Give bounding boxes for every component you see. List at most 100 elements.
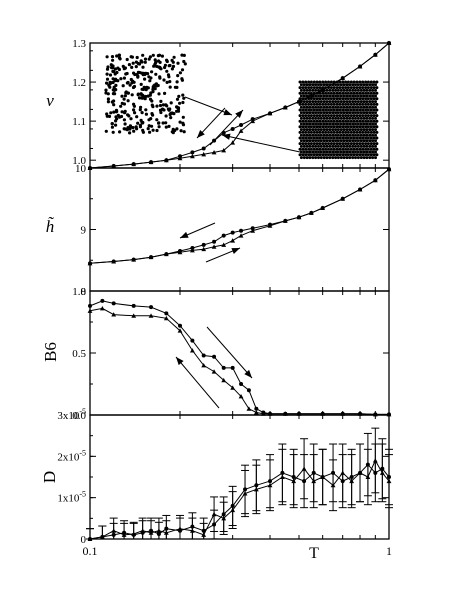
particle <box>358 114 362 118</box>
particle <box>366 136 370 140</box>
particle <box>361 102 365 106</box>
particle <box>117 56 122 60</box>
particle <box>374 156 377 160</box>
arrowhead <box>244 369 252 378</box>
particle <box>309 102 313 106</box>
marker-triangle <box>211 369 217 374</box>
marker-triangle <box>230 238 236 243</box>
inset-ordered-snapshot <box>298 80 379 160</box>
marker-triangle <box>320 474 326 479</box>
particle <box>317 116 320 120</box>
particle <box>352 108 356 112</box>
particle <box>130 65 134 69</box>
particle <box>364 86 368 90</box>
particle <box>368 111 372 115</box>
particle <box>338 136 342 140</box>
particle <box>168 80 172 84</box>
marker-circle <box>373 470 378 475</box>
particle <box>114 77 118 81</box>
particle <box>372 119 376 123</box>
particle <box>311 156 315 160</box>
cooling-arrow-b6 <box>175 356 220 409</box>
particle <box>312 130 316 134</box>
particle <box>331 111 335 115</box>
particle <box>302 128 306 132</box>
particle <box>336 100 340 104</box>
particle <box>352 97 356 101</box>
particle <box>372 80 376 84</box>
particle <box>368 83 372 87</box>
marker-triangle <box>386 40 392 45</box>
particle <box>355 125 359 129</box>
particle <box>126 80 130 85</box>
particle <box>371 100 375 104</box>
particle <box>336 139 340 143</box>
particle <box>372 97 376 101</box>
particle <box>346 147 350 151</box>
particle <box>327 136 330 140</box>
particle <box>364 119 368 123</box>
particle <box>123 94 127 98</box>
particle <box>336 105 340 109</box>
particle <box>304 142 308 146</box>
particle <box>359 133 363 137</box>
particle <box>362 150 366 154</box>
marker-triangle <box>308 93 314 98</box>
particle <box>332 153 336 157</box>
particle <box>336 116 340 120</box>
particle <box>298 86 302 90</box>
particle <box>342 100 346 104</box>
particle <box>322 122 326 126</box>
particle <box>362 100 366 104</box>
particle <box>366 119 370 123</box>
particle <box>366 114 370 118</box>
particle <box>121 64 125 68</box>
particle <box>336 83 340 87</box>
particle <box>361 130 365 134</box>
marker-triangle <box>131 257 137 262</box>
marker-circle <box>239 123 244 128</box>
particle <box>109 63 113 67</box>
particle <box>366 80 370 84</box>
particle <box>339 144 343 148</box>
particle <box>318 153 322 157</box>
particle <box>137 62 142 66</box>
marker-triangle <box>99 534 105 539</box>
marker-triangle <box>238 128 244 133</box>
particle <box>362 156 366 160</box>
particle <box>346 114 350 118</box>
particle <box>302 122 306 126</box>
particle <box>361 91 365 95</box>
particle <box>153 58 157 62</box>
particle <box>341 142 345 146</box>
particle <box>366 102 370 106</box>
particle <box>334 88 338 92</box>
particle <box>123 122 127 126</box>
xlabel-t: T <box>309 545 319 562</box>
particle <box>115 54 119 58</box>
particle <box>302 156 306 160</box>
particle <box>325 122 329 126</box>
particle <box>308 150 312 154</box>
particle <box>319 116 323 120</box>
particle <box>308 133 312 137</box>
particle <box>341 86 345 90</box>
particle <box>312 142 316 146</box>
particle <box>342 156 346 160</box>
particle <box>329 142 333 146</box>
particle <box>344 114 348 118</box>
particle <box>158 103 163 108</box>
marker-circle <box>164 311 169 316</box>
particle <box>348 139 352 143</box>
marker-circle <box>178 323 183 328</box>
particle <box>372 86 376 90</box>
particle <box>368 150 372 154</box>
particle <box>334 111 338 115</box>
particle <box>331 144 335 148</box>
particle <box>183 62 187 66</box>
particle <box>375 130 379 134</box>
particle <box>338 153 342 157</box>
particle <box>309 86 313 90</box>
particle <box>334 116 338 120</box>
particle <box>172 55 176 59</box>
